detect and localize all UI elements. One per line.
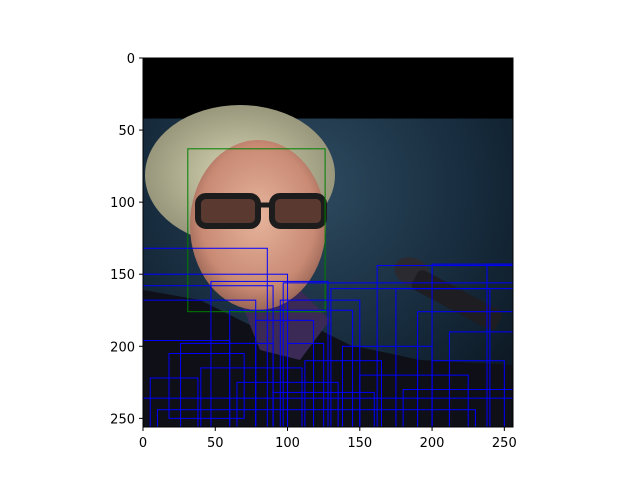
axes-frame xyxy=(142,57,514,428)
detection-box xyxy=(304,360,382,427)
detection-box xyxy=(200,367,303,427)
detection-box xyxy=(282,282,513,427)
bounding-boxes xyxy=(143,148,513,427)
detection-box xyxy=(486,263,513,427)
x-axis: 0 50 100 150 200 250 xyxy=(139,427,517,451)
x-tick-label: 100 xyxy=(275,436,300,451)
x-tick-label: 250 xyxy=(492,436,517,451)
detection-box xyxy=(168,352,245,419)
x-tick-label: 0 xyxy=(139,436,147,451)
glasses-left-lens xyxy=(195,193,261,229)
y-tick-label: 200 xyxy=(110,340,135,355)
detection-box xyxy=(143,247,268,427)
detection-box xyxy=(359,374,469,427)
detection-box xyxy=(395,288,491,427)
y-tick-label: 100 xyxy=(110,196,135,211)
x-tick-label: 50 xyxy=(207,436,224,451)
y-tick-label: 0 xyxy=(127,52,135,67)
detection-box xyxy=(156,409,476,427)
detection-box xyxy=(210,280,329,427)
x-tick-label: 150 xyxy=(347,436,372,451)
detection-box xyxy=(402,389,513,427)
x-tick-label: 200 xyxy=(420,436,445,451)
detection-box xyxy=(431,360,505,427)
detection-box xyxy=(417,311,513,427)
glasses-right-lens xyxy=(269,193,327,229)
y-axis: 0 50 100 150 200 250 xyxy=(110,52,143,427)
y-tick-label: 50 xyxy=(118,124,135,139)
microphone-body xyxy=(411,270,502,330)
detection-box xyxy=(229,309,354,427)
face-box xyxy=(187,148,326,313)
black-band xyxy=(143,58,513,119)
detection-box xyxy=(431,263,513,427)
y-tick-label: 250 xyxy=(110,412,135,427)
y-tick-label: 150 xyxy=(110,268,135,283)
detection-box xyxy=(236,381,339,427)
detection-box xyxy=(149,377,199,427)
detection-box xyxy=(255,319,315,427)
detection-box xyxy=(180,342,274,427)
detection-box xyxy=(448,331,513,427)
detection-box xyxy=(287,342,325,427)
detection-box xyxy=(279,299,361,427)
detection-box xyxy=(143,397,513,427)
